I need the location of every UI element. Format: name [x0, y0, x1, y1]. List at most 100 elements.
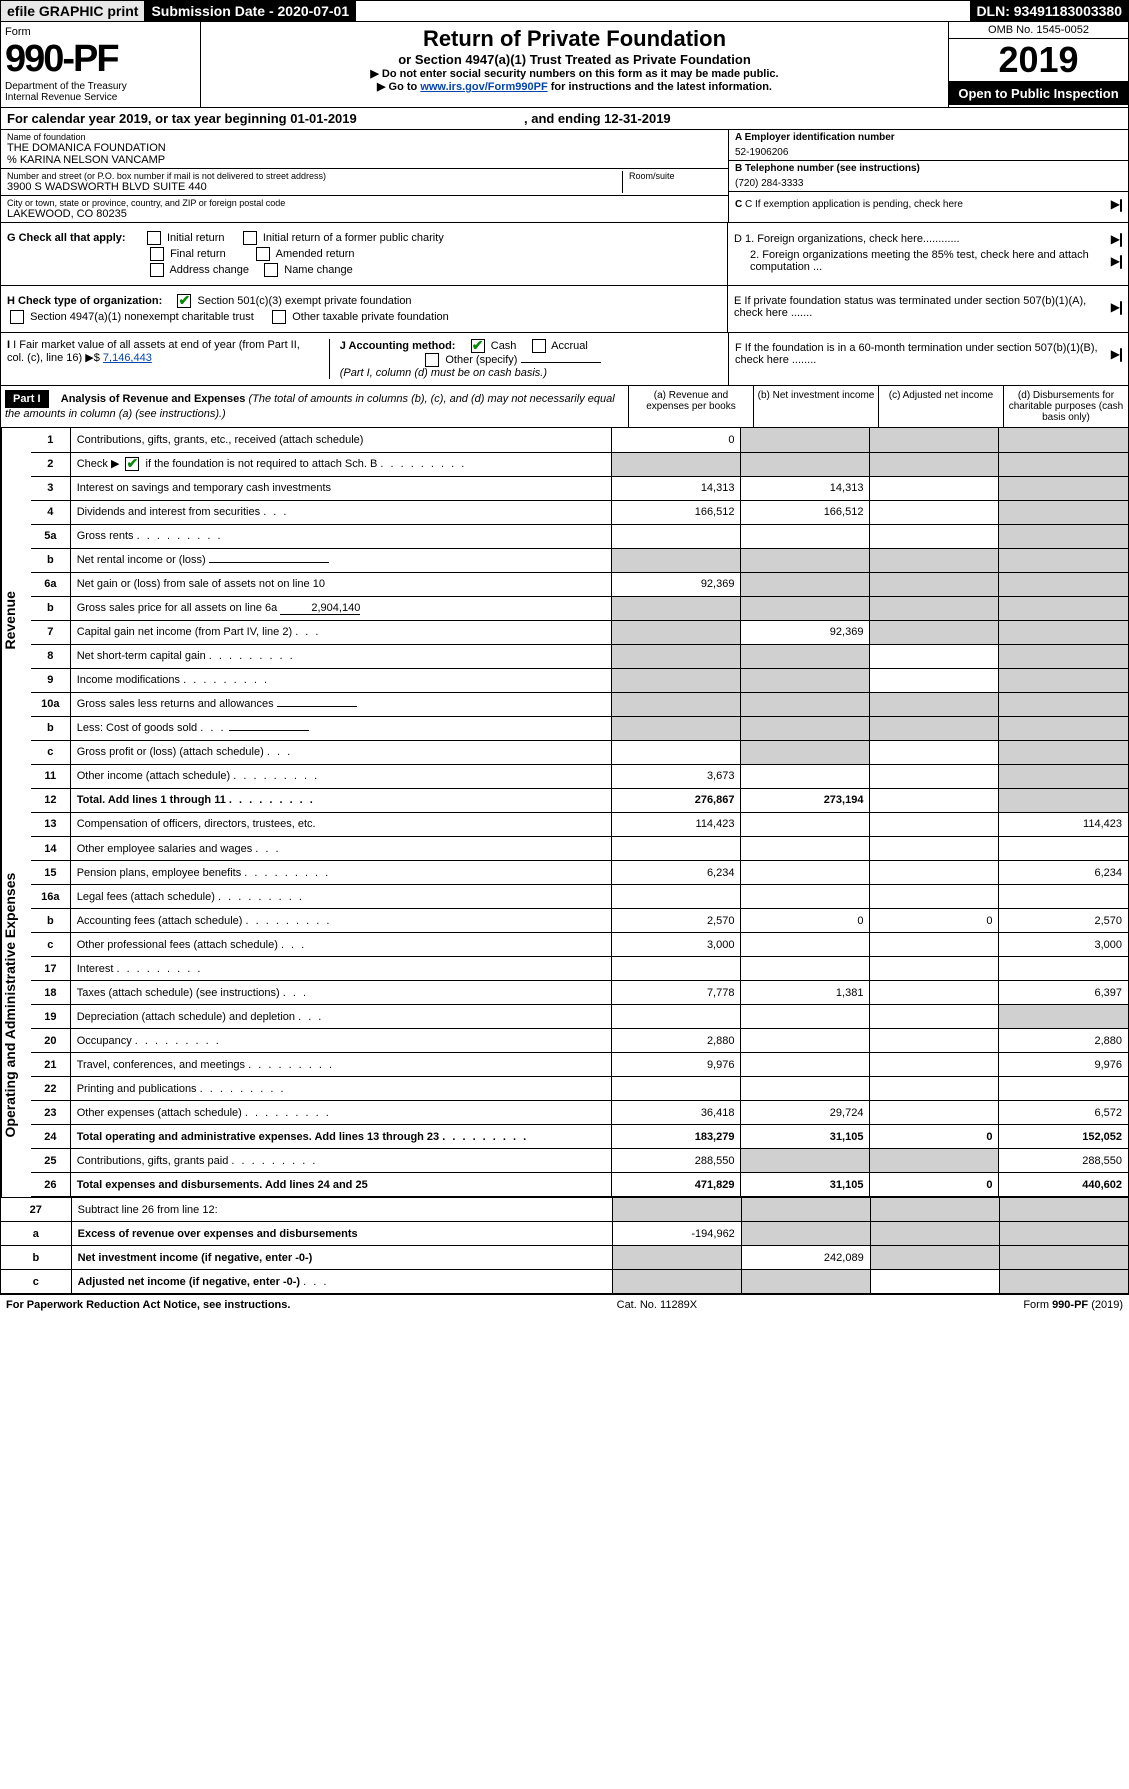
chk-other-tax[interactable] — [272, 310, 286, 324]
chk-accrual[interactable] — [532, 339, 546, 353]
f-checkbox[interactable] — [1120, 348, 1122, 362]
g-section: G Check all that apply: Initial return I… — [1, 223, 728, 285]
h-e-section: H Check type of organization: Section 50… — [1, 286, 1128, 333]
row-24: 24Total operating and administrative exp… — [31, 1125, 1128, 1149]
col-d-head: (d) Disbursements for charitable purpose… — [1003, 386, 1128, 427]
expenses-table: 13Compensation of officers, directors, t… — [31, 813, 1128, 1198]
cal-year-mid: , and ending — [524, 111, 604, 126]
part1-title: Analysis of Revenue and Expenses — [61, 393, 246, 405]
phone-value: (720) 284-3333 — [735, 178, 1122, 189]
d1-checkbox[interactable] — [1120, 233, 1122, 247]
g-final: Final return — [170, 248, 226, 260]
expenses-section: Operating and Administrative Expenses 13… — [1, 813, 1128, 1198]
col-c-head: (c) Adjusted net income — [878, 386, 1003, 427]
footer-catno: Cat. No. 11289X — [617, 1299, 698, 1311]
row-5a: 5aGross rents — [31, 524, 1128, 548]
e-section: E If private foundation status was termi… — [728, 286, 1128, 332]
chk-name[interactable] — [264, 263, 278, 277]
g-initial-former: Initial return of a former public charit… — [263, 232, 444, 244]
irs-label: Internal Revenue Service — [5, 92, 196, 103]
part1-badge: Part I — [5, 390, 49, 408]
row-27: 27Subtract line 26 from line 12: — [1, 1198, 1128, 1222]
chk-address[interactable] — [150, 263, 164, 277]
info-right: A Employer identification number 52-1906… — [728, 130, 1128, 222]
cal-year-pre: For calendar year 2019, or tax year begi… — [7, 111, 290, 126]
room-cell: Room/suite — [622, 171, 722, 193]
revenue-section: Revenue 1Contributions, gifts, grants, e… — [1, 428, 1128, 813]
row-1: 1Contributions, gifts, grants, etc., rec… — [31, 428, 1128, 452]
room-label: Room/suite — [629, 171, 722, 181]
chk-cash[interactable] — [471, 339, 485, 353]
chk-amended[interactable] — [256, 247, 270, 261]
j-cash: Cash — [491, 340, 517, 352]
row-19: 19Depreciation (attach schedule) and dep… — [31, 1005, 1128, 1029]
d2-checkbox[interactable] — [1120, 255, 1122, 269]
row-5b: bNet rental income or (loss) — [31, 548, 1128, 572]
omb-number: OMB No. 1545-0052 — [949, 22, 1128, 39]
topbar-spacer — [356, 1, 970, 21]
part1-desc: Part I Analysis of Revenue and Expenses … — [1, 386, 628, 427]
city-row: City or town, state or province, country… — [1, 196, 728, 222]
row-12: 12Total. Add lines 1 through 11 276,8672… — [31, 788, 1128, 812]
street-value: 3900 S WADSWORTH BLVD SUITE 440 — [7, 181, 622, 193]
g-label: G Check all that apply: — [7, 232, 126, 244]
expenses-side-label: Operating and Administrative Expenses — [1, 813, 31, 1198]
chk-4947[interactable] — [10, 310, 24, 324]
instructions-link[interactable]: www.irs.gov/Form990PF — [420, 81, 547, 93]
header-left: Form 990-PF Department of the Treasury I… — [1, 22, 201, 107]
j-note: (Part I, column (d) must be on cash basi… — [340, 367, 547, 379]
e-label: E If private foundation status was termi… — [734, 295, 1111, 319]
f-label: F If the foundation is in a 60-month ter… — [735, 342, 1111, 366]
g-name-chg: Name change — [284, 264, 353, 276]
row-11: 11Other income (attach schedule) 3,673 — [31, 764, 1128, 788]
chk-501c3[interactable] — [177, 294, 191, 308]
e-checkbox[interactable] — [1120, 301, 1122, 315]
efile-print-button[interactable]: efile GRAPHIC print — [1, 1, 145, 21]
row-6a: 6aNet gain or (loss) from sale of assets… — [31, 572, 1128, 596]
note-link-post: for instructions and the latest informat… — [548, 81, 772, 93]
chk-initial-former[interactable] — [243, 231, 257, 245]
h-other-tax: Other taxable private foundation — [292, 311, 449, 323]
g-amended: Amended return — [276, 248, 355, 260]
col-b-head: (b) Net investment income — [753, 386, 878, 427]
form-number: 990-PF — [5, 38, 196, 81]
row-14: 14Other employee salaries and wages — [31, 837, 1128, 861]
note-link-pre: ▶ Go to — [377, 81, 420, 93]
d2-label: 2. Foreign organizations meeting the 85%… — [734, 249, 1111, 273]
care-of: % KARINA NELSON VANCAMP — [7, 154, 722, 166]
row-16b: bAccounting fees (attach schedule) 2,570… — [31, 909, 1128, 933]
chk-final[interactable] — [150, 247, 164, 261]
f-section: F If the foundation is in a 60-month ter… — [728, 333, 1128, 385]
h-label: H Check type of organization: — [7, 295, 162, 307]
chk-other-method[interactable] — [425, 353, 439, 367]
g-initial: Initial return — [167, 232, 224, 244]
h-section: H Check type of organization: Section 50… — [1, 286, 728, 332]
row-8: 8Net short-term capital gain — [31, 644, 1128, 668]
ij-left: I I Fair market value of all assets at e… — [1, 333, 728, 385]
h-4947: Section 4947(a)(1) nonexempt charitable … — [30, 311, 254, 323]
street-row: Number and street (or P.O. box number if… — [1, 169, 728, 196]
row-18: 18Taxes (attach schedule) (see instructi… — [31, 981, 1128, 1005]
city-label: City or town, state or province, country… — [7, 198, 722, 208]
chk-initial[interactable] — [147, 231, 161, 245]
row-9: 9Income modifications — [31, 668, 1128, 692]
street-label: Number and street (or P.O. box number if… — [7, 171, 622, 181]
chk-sch-b[interactable] — [125, 457, 139, 471]
header-mid: Return of Private Foundation or Section … — [201, 22, 948, 107]
j-accrual: Accrual — [551, 340, 588, 352]
i-arrow: ▶$ — [85, 352, 100, 364]
form-990pf-page: efile GRAPHIC print Submission Date - 20… — [0, 0, 1129, 1295]
part1-cols: (a) Revenue and expenses per books (b) N… — [628, 386, 1128, 427]
i-label: I Fair market value of all assets at end… — [7, 339, 300, 364]
ein-row: A Employer identification number 52-1906… — [729, 130, 1128, 161]
form-subtitle: or Section 4947(a)(1) Trust Treated as P… — [205, 52, 944, 67]
dept-treasury: Department of the Treasury — [5, 81, 196, 92]
ij-f-section: I I Fair market value of all assets at e… — [1, 333, 1128, 386]
revenue-table: 1Contributions, gifts, grants, etc., rec… — [31, 428, 1128, 813]
col-a-head: (a) Revenue and expenses per books — [628, 386, 753, 427]
topbar: efile GRAPHIC print Submission Date - 20… — [1, 1, 1128, 22]
page-footer: For Paperwork Reduction Act Notice, see … — [0, 1295, 1129, 1315]
j-label: J Accounting method: — [340, 340, 456, 352]
row-25: 25Contributions, gifts, grants paid 288,… — [31, 1149, 1128, 1173]
c-checkbox[interactable] — [1120, 199, 1122, 212]
